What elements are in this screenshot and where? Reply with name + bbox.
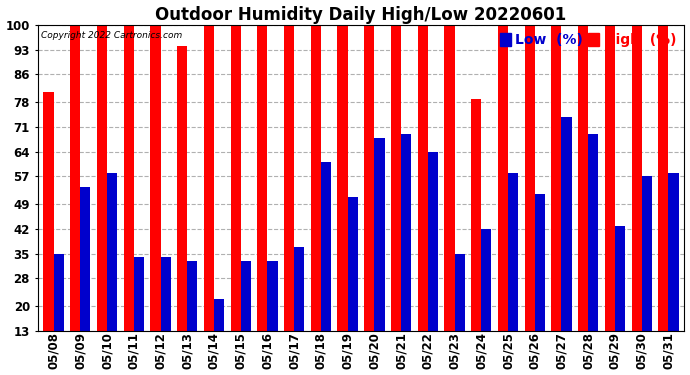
Bar [348, 197, 358, 331]
Bar [658, 25, 669, 331]
Bar [588, 134, 598, 331]
Bar [615, 225, 625, 331]
Text: Copyright 2022 Cartronics.com: Copyright 2022 Cartronics.com [41, 31, 182, 40]
Bar [444, 25, 455, 331]
Bar [70, 25, 80, 331]
Bar [107, 173, 117, 331]
Bar [134, 257, 144, 331]
Bar [551, 25, 562, 331]
Bar [498, 25, 508, 331]
Bar [417, 25, 428, 331]
Bar [97, 25, 107, 331]
Bar [150, 25, 161, 331]
Bar [268, 261, 277, 331]
Bar [230, 25, 241, 331]
Bar [54, 254, 63, 331]
Bar [562, 117, 571, 331]
Bar [321, 162, 331, 331]
Legend: Low  (%), High  (%): Low (%), High (%) [498, 32, 678, 49]
Bar [364, 25, 375, 331]
Bar [605, 25, 615, 331]
Bar [642, 176, 652, 331]
Bar [535, 194, 545, 331]
Bar [337, 25, 348, 331]
Bar [214, 299, 224, 331]
Bar [482, 229, 491, 331]
Bar [284, 25, 294, 331]
Bar [578, 25, 588, 331]
Bar [391, 25, 401, 331]
Bar [43, 92, 54, 331]
Title: Outdoor Humidity Daily High/Low 20220601: Outdoor Humidity Daily High/Low 20220601 [155, 6, 566, 24]
Bar [310, 25, 321, 331]
Bar [294, 247, 304, 331]
Bar [204, 25, 214, 331]
Bar [401, 134, 411, 331]
Bar [161, 257, 170, 331]
Bar [80, 187, 90, 331]
Bar [455, 254, 465, 331]
Bar [375, 138, 384, 331]
Bar [187, 261, 197, 331]
Bar [524, 25, 535, 331]
Bar [508, 173, 518, 331]
Bar [631, 25, 642, 331]
Bar [241, 261, 251, 331]
Bar [124, 25, 134, 331]
Bar [177, 46, 187, 331]
Bar [471, 99, 482, 331]
Bar [669, 173, 678, 331]
Bar [428, 152, 438, 331]
Bar [257, 25, 268, 331]
